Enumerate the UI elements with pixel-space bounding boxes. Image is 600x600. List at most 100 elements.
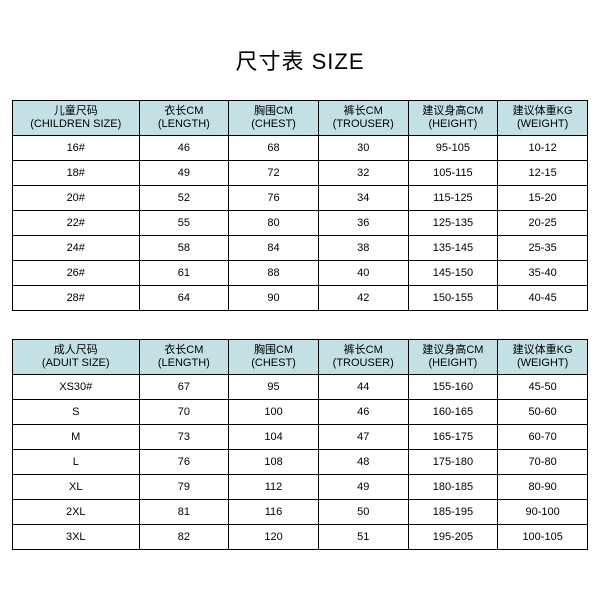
table-cell: 16#	[13, 136, 140, 161]
table-cell: M	[13, 425, 140, 450]
table-cell: 24#	[13, 236, 140, 261]
table-cell: 34	[318, 186, 408, 211]
table-row: XS30#679544155-16045-50	[13, 375, 588, 400]
table-cell: S	[13, 400, 140, 425]
table-cell: 40	[318, 261, 408, 286]
table-cell: 135-145	[408, 236, 498, 261]
table-cell: 49	[139, 161, 229, 186]
table-cell: 60-70	[498, 425, 588, 450]
table-cell: 45-50	[498, 375, 588, 400]
table-cell: 104	[229, 425, 319, 450]
table-cell: 30	[318, 136, 408, 161]
table-cell: 108	[229, 450, 319, 475]
table-cell: 64	[139, 286, 229, 311]
table-cell: 46	[318, 400, 408, 425]
table-cell: 90	[229, 286, 319, 311]
table-row: M7310447165-17560-70	[13, 425, 588, 450]
table-cell: 68	[229, 136, 319, 161]
table-cell: 67	[139, 375, 229, 400]
table-cell: 84	[229, 236, 319, 261]
table-cell: 81	[139, 500, 229, 525]
table-cell: 195-205	[408, 525, 498, 550]
col-trouser: 裤长CM(TROUSER)	[318, 101, 408, 136]
table-cell: 116	[229, 500, 319, 525]
table-cell: 80-90	[498, 475, 588, 500]
table-cell: 22#	[13, 211, 140, 236]
table-cell: 72	[229, 161, 319, 186]
table-cell: 160-165	[408, 400, 498, 425]
table-row: 24#588438135-14525-35	[13, 236, 588, 261]
table-cell: 76	[139, 450, 229, 475]
table-cell: 70-80	[498, 450, 588, 475]
table-cell: XS30#	[13, 375, 140, 400]
table-cell: 42	[318, 286, 408, 311]
table-cell: 155-160	[408, 375, 498, 400]
table-cell: 3XL	[13, 525, 140, 550]
table-cell: 61	[139, 261, 229, 286]
table-row: 22#558036125-13520-25	[13, 211, 588, 236]
table-cell: 50-60	[498, 400, 588, 425]
table-cell: 175-180	[408, 450, 498, 475]
table-cell: 80	[229, 211, 319, 236]
table-cell: 32	[318, 161, 408, 186]
table-cell: 12-15	[498, 161, 588, 186]
table-cell: 20-25	[498, 211, 588, 236]
table-cell: 2XL	[13, 500, 140, 525]
table-cell: 95	[229, 375, 319, 400]
table-cell: 47	[318, 425, 408, 450]
table-cell: 50	[318, 500, 408, 525]
table-cell: 125-135	[408, 211, 498, 236]
table-row: 18#497232105-11512-15	[13, 161, 588, 186]
table-row: 28#649042150-15540-45	[13, 286, 588, 311]
children-size-table: 儿童尺码(CHILDREN SIZE) 衣长CM(LENGTH) 胸围CM(CH…	[12, 100, 588, 311]
table-cell: 40-45	[498, 286, 588, 311]
table-cell: 90-100	[498, 500, 588, 525]
col-size: 儿童尺码(CHILDREN SIZE)	[13, 101, 140, 136]
table-cell: 52	[139, 186, 229, 211]
table-cell: 44	[318, 375, 408, 400]
table-cell: 185-195	[408, 500, 498, 525]
table-cell: 49	[318, 475, 408, 500]
table-row: 26#618840145-15035-40	[13, 261, 588, 286]
col-length: 衣长CM(LENGTH)	[139, 340, 229, 375]
table-row: L7610848175-18070-80	[13, 450, 588, 475]
table-cell: 58	[139, 236, 229, 261]
table-cell: 150-155	[408, 286, 498, 311]
table-cell: 28#	[13, 286, 140, 311]
col-weight: 建议体重KG(WEIGHT)	[498, 340, 588, 375]
col-chest: 胸围CM(CHEST)	[229, 101, 319, 136]
table-row: 20#527634115-12515-20	[13, 186, 588, 211]
col-weight: 建议体重KG(WEIGHT)	[498, 101, 588, 136]
children-tbody: 16#46683095-10510-1218#497232105-11512-1…	[13, 136, 588, 311]
table-row: 3XL8212051195-205100-105	[13, 525, 588, 550]
table-cell: 115-125	[408, 186, 498, 211]
table-row: 16#46683095-10510-12	[13, 136, 588, 161]
table-row: XL7911249180-18580-90	[13, 475, 588, 500]
table-header-row: 儿童尺码(CHILDREN SIZE) 衣长CM(LENGTH) 胸围CM(CH…	[13, 101, 588, 136]
size-chart-page: 尺寸表 SIZE 儿童尺码(CHILDREN SIZE) 衣长CM(LENGTH…	[0, 0, 600, 600]
table-cell: 26#	[13, 261, 140, 286]
table-cell: 55	[139, 211, 229, 236]
table-cell: 79	[139, 475, 229, 500]
col-trouser: 裤长CM(TROUSER)	[318, 340, 408, 375]
table-row: 2XL8111650185-19590-100	[13, 500, 588, 525]
table-cell: 95-105	[408, 136, 498, 161]
table-cell: 76	[229, 186, 319, 211]
table-cell: 18#	[13, 161, 140, 186]
table-cell: 88	[229, 261, 319, 286]
table-cell: 51	[318, 525, 408, 550]
col-size: 成人尺码(ADUIT SIZE)	[13, 340, 140, 375]
col-height: 建议身高CM(HEIGHT)	[408, 101, 498, 136]
table-cell: 112	[229, 475, 319, 500]
table-cell: 38	[318, 236, 408, 261]
table-header-row: 成人尺码(ADUIT SIZE) 衣长CM(LENGTH) 胸围CM(CHEST…	[13, 340, 588, 375]
table-cell: 165-175	[408, 425, 498, 450]
table-cell: 100-105	[498, 525, 588, 550]
table-cell: 70	[139, 400, 229, 425]
table-cell: 120	[229, 525, 319, 550]
page-title: 尺寸表 SIZE	[0, 0, 600, 100]
table-cell: 36	[318, 211, 408, 236]
table-cell: L	[13, 450, 140, 475]
table-cell: 105-115	[408, 161, 498, 186]
col-chest: 胸围CM(CHEST)	[229, 340, 319, 375]
